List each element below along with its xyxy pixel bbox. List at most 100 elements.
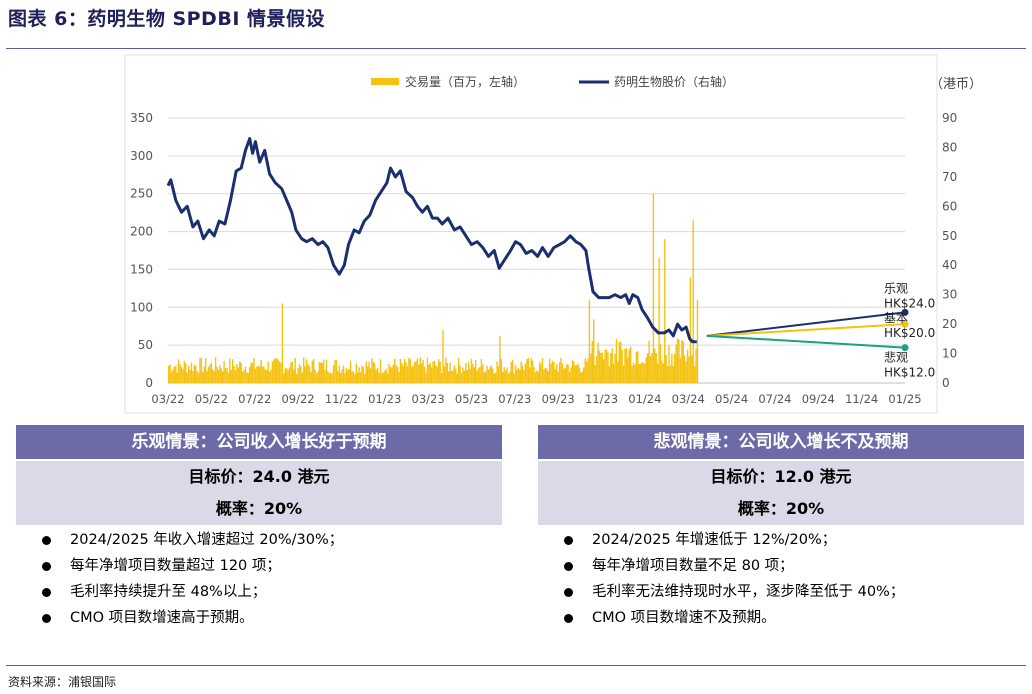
volume-bar (180, 367, 183, 383)
volume-bar (401, 362, 403, 383)
list-item: 每年净增项目数量超过 120 项； (16, 553, 502, 579)
volume-bar (530, 358, 532, 383)
left-tick-label: 0 (145, 376, 153, 390)
volume-bar (391, 367, 393, 383)
projection-line (706, 311, 906, 337)
volume-bar (639, 363, 642, 383)
volume-bar (496, 361, 498, 383)
volume-bar (581, 371, 584, 383)
volume-bar (686, 349, 689, 383)
volume-bar (220, 368, 222, 383)
volume-bar (668, 345, 670, 383)
volume-bar (344, 372, 346, 383)
volume-bar (587, 358, 589, 383)
volume-bar (376, 367, 379, 383)
volume-bar (681, 340, 683, 383)
x-tick-label: 11/22 (325, 392, 358, 406)
volume-bar (378, 372, 380, 383)
volume-bar (601, 352, 603, 383)
volume-bar (460, 373, 463, 383)
volume-bar (533, 367, 535, 383)
volume-bar (618, 342, 620, 383)
volume-bar (223, 361, 225, 383)
volume-bar (234, 369, 237, 383)
right-tick-label: 80 (942, 140, 957, 154)
x-tick-label: 11/23 (585, 392, 618, 406)
x-axis-ticks: 03/22 05/22 07/22 09/22 11/22 01/23 03/23 05/23… (151, 392, 921, 406)
volume-bar (318, 362, 321, 383)
volume-bar (551, 360, 554, 383)
volume-bar (674, 354, 676, 383)
volume-bar (480, 359, 483, 383)
volume-bar (456, 373, 458, 383)
volume-bar (622, 365, 625, 383)
volume-bar (396, 366, 399, 383)
volume-bar (462, 367, 464, 383)
volume-bar (249, 367, 251, 383)
right-tick-label: 20 (942, 317, 957, 331)
left-tick-label: 250 (130, 187, 153, 201)
volume-bar (266, 369, 268, 383)
volume-bar (645, 357, 647, 383)
volume-bar (507, 373, 510, 383)
volume-bar (190, 362, 193, 383)
volume-bar (433, 360, 436, 383)
volume-bar (317, 371, 319, 383)
volume-bar (359, 372, 362, 383)
volume-bar (231, 359, 234, 383)
volume-bar (312, 358, 315, 383)
volume-bar (571, 360, 574, 383)
volume-bar (513, 373, 515, 383)
volume-bar (287, 370, 289, 383)
volume-bar (598, 350, 601, 383)
left-axis-ticks: 0 50 100 150 200 250 300 350 (130, 111, 153, 390)
legend-volume-label: 交易量（百万，左轴） (405, 74, 525, 89)
volume-bar (415, 360, 417, 383)
volume-bar (379, 359, 382, 383)
volume-bar (374, 363, 376, 383)
volume-bar (384, 370, 386, 383)
volume-bar (620, 341, 622, 383)
projection-endpoint (901, 320, 909, 328)
bullet-dot (42, 614, 51, 623)
volume-bar (696, 299, 699, 383)
volume-bar (256, 366, 258, 383)
volume-bar (604, 349, 606, 383)
volume-bar (281, 303, 284, 383)
volume-bar (187, 365, 190, 383)
volume-bar (617, 361, 619, 383)
volume-bar (422, 360, 424, 383)
volume-bar (284, 368, 286, 383)
volume-bar (428, 364, 430, 383)
volume-bar (568, 371, 571, 383)
x-tick-label: 07/23 (498, 392, 531, 406)
volume-bar (261, 366, 264, 383)
volume-bar (651, 352, 653, 383)
right-tick-label: 30 (942, 288, 957, 302)
bullet-dot (564, 588, 573, 597)
volume-bar (263, 366, 265, 383)
list-item: CMO 项目数增速不及预期。 (538, 605, 1024, 631)
volume-bar (658, 258, 660, 383)
volume-bar (385, 368, 387, 383)
volume-bar (308, 366, 311, 383)
volume-bar (365, 361, 367, 383)
x-tick-label: 05/24 (715, 392, 748, 406)
volume-bar (358, 367, 360, 383)
volume-bar (466, 370, 468, 383)
volume-bar (335, 359, 338, 383)
volume-bar (473, 367, 476, 383)
volume-bar (567, 364, 569, 383)
pessimistic-panel: 悲观情景：公司收入增长不及预期 目标价：12.0 港元 概率：20% 2024/… (538, 425, 1024, 631)
volume-bar (276, 358, 278, 383)
volume-bar (331, 373, 333, 383)
bullet-text: 2024/2025 年收入增速超过 20%/30%； (70, 532, 344, 548)
volume-bar (656, 363, 659, 383)
volume-bar (624, 348, 626, 383)
volume-bar (226, 368, 228, 383)
volume-bar (692, 220, 694, 383)
volume-bar (219, 364, 221, 383)
volume-bar (298, 364, 301, 383)
volume-bar (270, 369, 272, 383)
volume-bar (257, 365, 259, 383)
